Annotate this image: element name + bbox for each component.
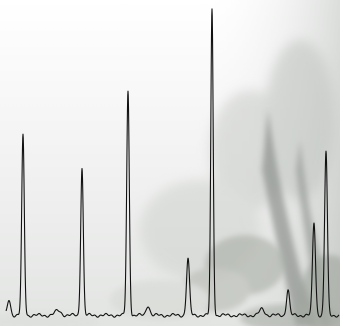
- foliage: [110, 235, 340, 326]
- peak-marks: [9, 9, 326, 311]
- signal-line: [5, 8, 340, 318]
